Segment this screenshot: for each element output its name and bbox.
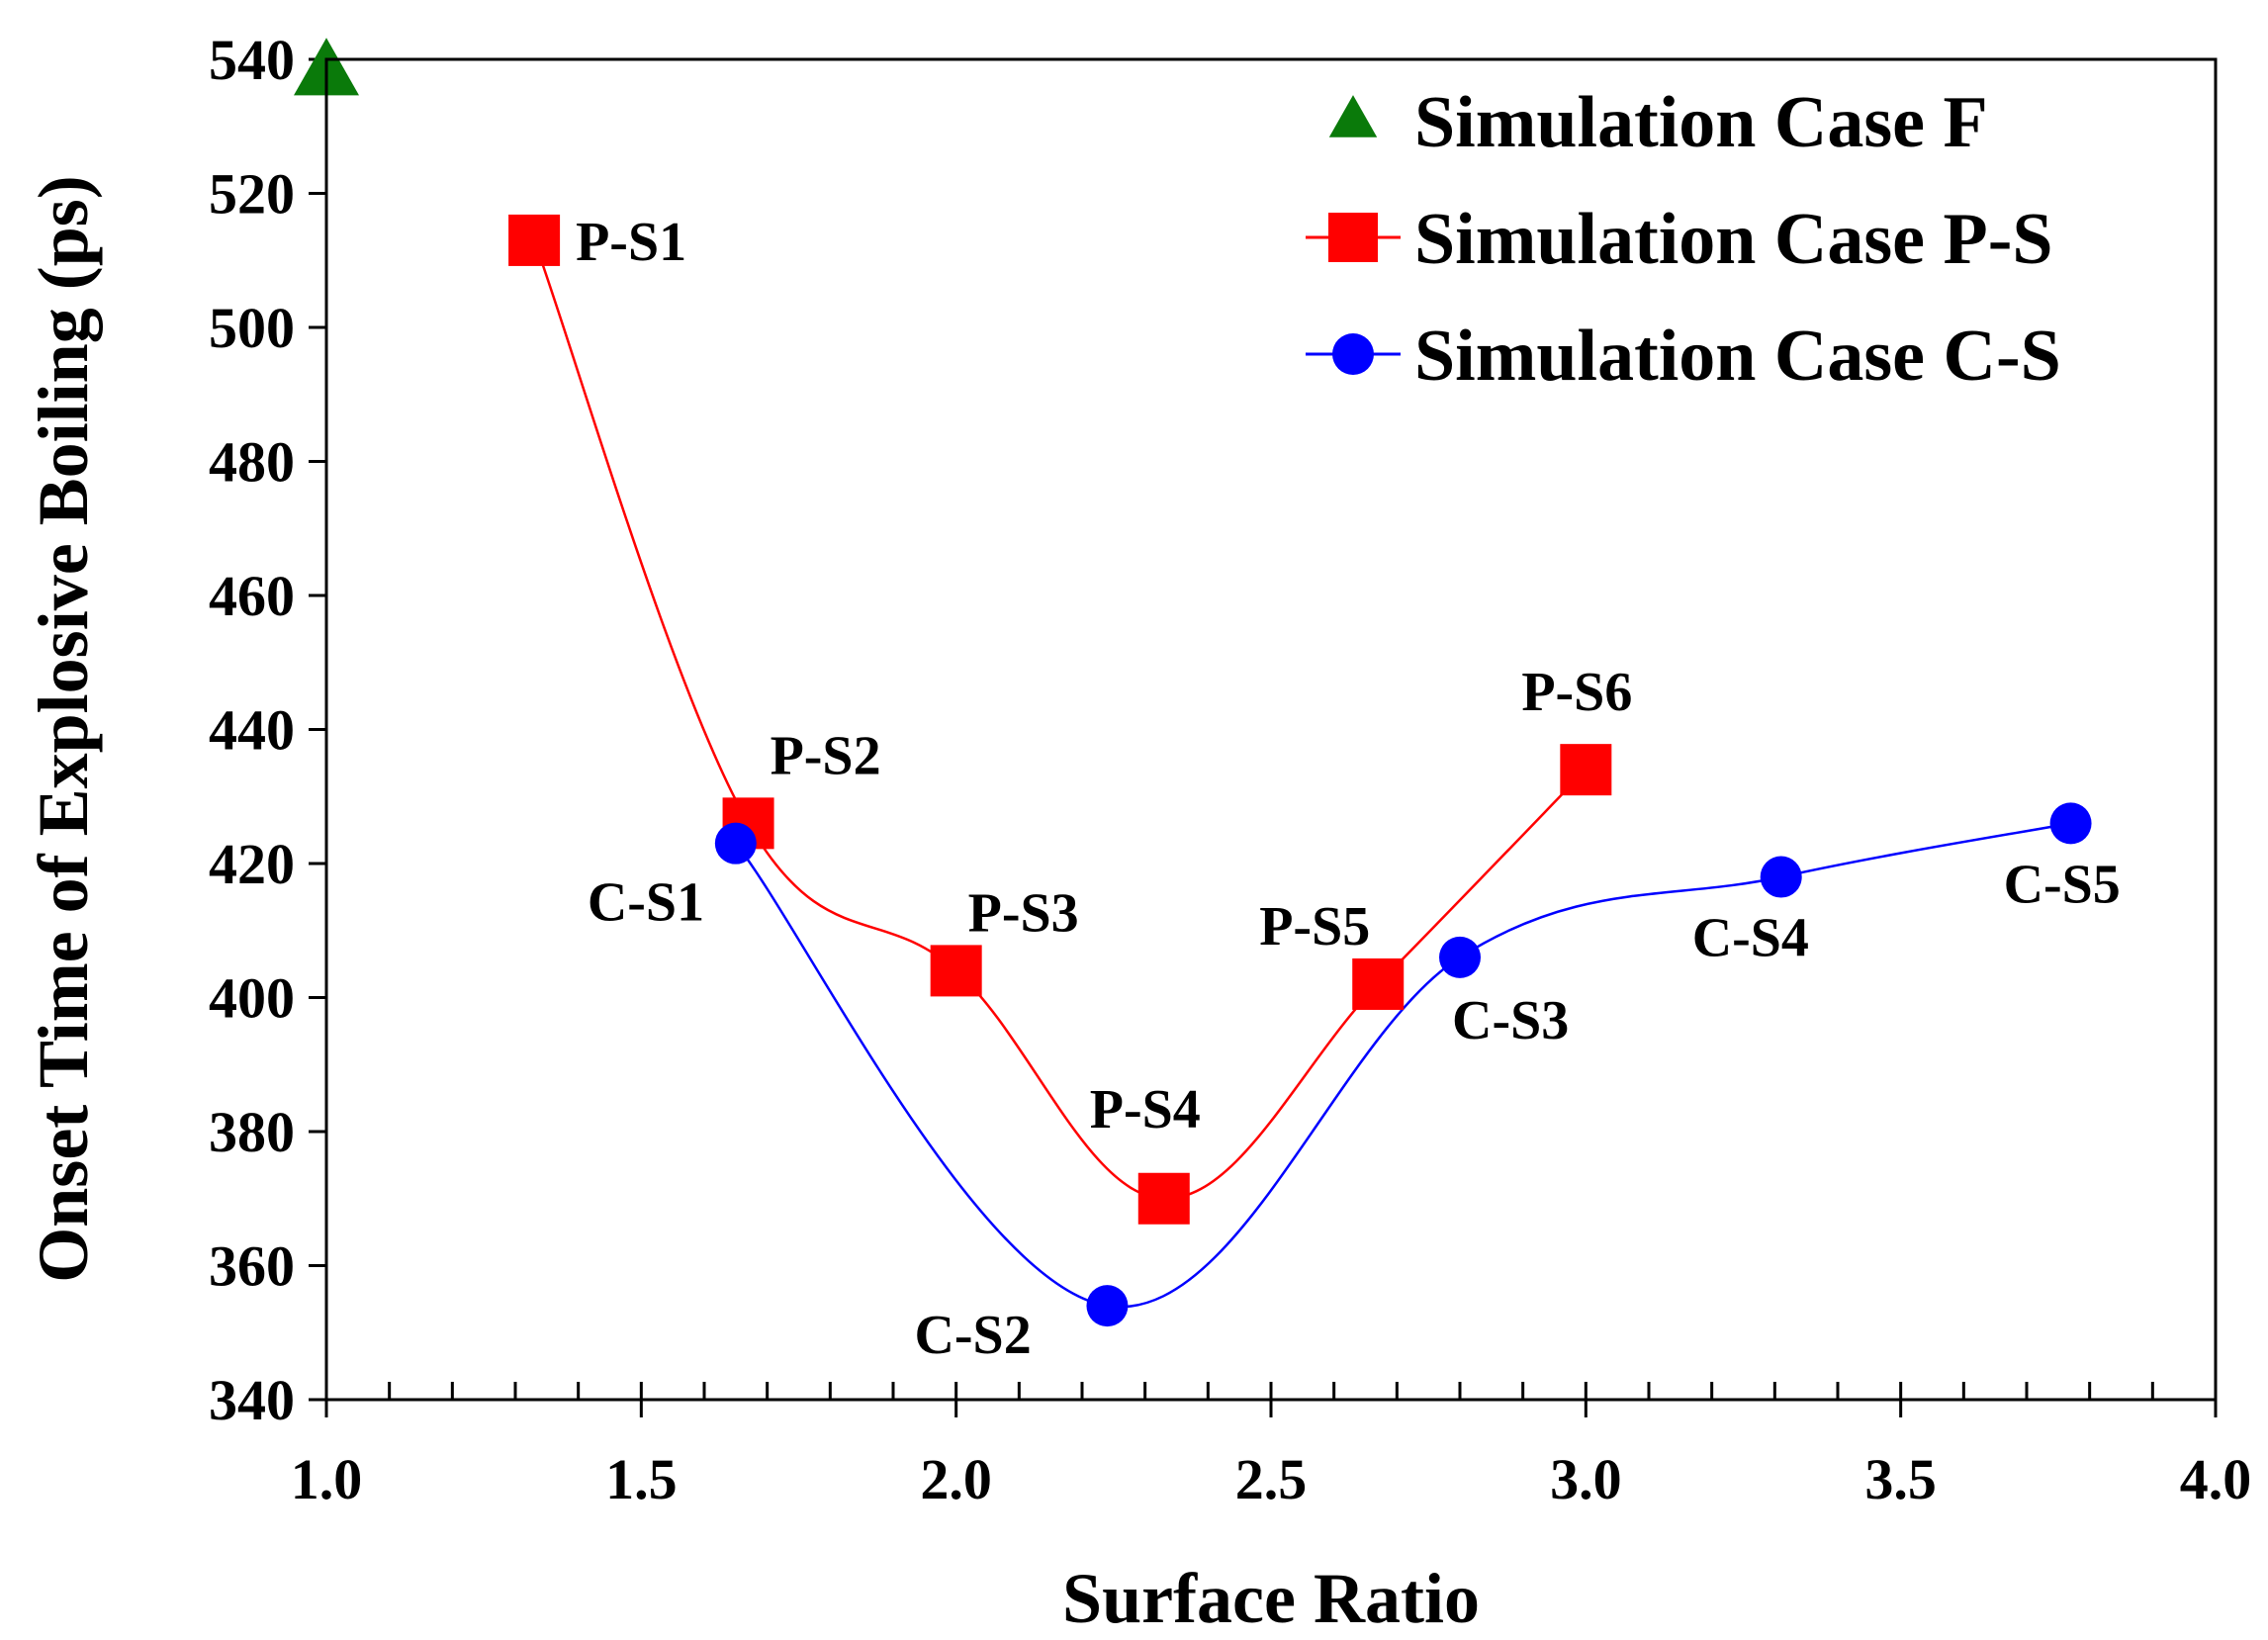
x-tick-label: 2.5 xyxy=(1235,1447,1308,1511)
y-tick-label: 400 xyxy=(209,966,295,1031)
point-label: C-S4 xyxy=(1692,908,1809,969)
legend-label: Simulation Case F xyxy=(1414,82,1988,163)
point-label: P-S6 xyxy=(1521,662,1632,723)
y-tick-label: 440 xyxy=(209,698,295,763)
plot-area-frame xyxy=(324,57,2218,1402)
data-point-square xyxy=(1560,744,1612,796)
point-labels: P-S1 P-S2 P-S3 P-S4 P-S5 P-S6 C-S1 C-S2 C-S3 C-S4… xyxy=(576,212,2121,1366)
data-point-square xyxy=(1137,1172,1190,1225)
data-point-square xyxy=(1352,957,1405,1010)
point-label: P-S1 xyxy=(576,212,686,273)
y-tick-label: 380 xyxy=(209,1100,295,1164)
legend: Simulation Case F Simulation Case P-S Simu… xyxy=(1306,82,2061,397)
legend-marker-circle xyxy=(1332,333,1374,375)
point-label: C-S5 xyxy=(2004,854,2121,915)
y-tick-label: 500 xyxy=(209,296,295,360)
y-tick-label: 340 xyxy=(209,1368,295,1432)
y-tick-label: 520 xyxy=(209,162,295,227)
point-label: P-S2 xyxy=(771,725,881,786)
data-point-square xyxy=(508,214,561,266)
minor-ticks xyxy=(324,1382,2218,1400)
point-label: C-S1 xyxy=(588,872,704,934)
y-tick-label: 480 xyxy=(209,430,295,495)
y-tick-label: 420 xyxy=(209,832,295,896)
data-point-square xyxy=(930,945,982,997)
x-axis-title: Surface Ratio xyxy=(1062,1559,1480,1638)
legend-label: Simulation Case C-S xyxy=(1414,316,2061,397)
y-tick-label: 540 xyxy=(209,28,295,92)
series-lines xyxy=(532,239,2071,1309)
point-label: P-S5 xyxy=(1259,896,1370,957)
x-tick-label: 2.0 xyxy=(920,1447,992,1511)
data-point-circle xyxy=(1760,856,1802,898)
point-label: C-S2 xyxy=(914,1305,1031,1366)
y-tick-label: 360 xyxy=(209,1234,295,1299)
x-tick-label: 3.5 xyxy=(1864,1447,1937,1511)
legend-label: Simulation Case P-S xyxy=(1414,199,2053,280)
data-point-circle xyxy=(1086,1285,1129,1327)
x-tick-label: 1.5 xyxy=(605,1447,678,1511)
point-label: P-S4 xyxy=(1090,1079,1201,1140)
data-point-circle xyxy=(1439,936,1481,978)
legend-marker-triangle xyxy=(1328,95,1378,137)
legend-marker-square xyxy=(1328,213,1378,262)
series-line-circle xyxy=(734,822,2071,1309)
major-ticks xyxy=(309,57,2218,1417)
markers xyxy=(294,38,2092,1327)
data-point-circle xyxy=(2049,802,2092,845)
data-point-circle xyxy=(714,822,757,865)
point-label: P-S3 xyxy=(968,882,1079,944)
x-tick-label: 1.0 xyxy=(291,1447,363,1511)
y-tick-label: 460 xyxy=(209,564,295,628)
y-axis-title: Onset Time of Explosive Boiling (ps) xyxy=(24,175,103,1282)
point-label: C-S3 xyxy=(1452,990,1569,1051)
x-tick-label: 3.0 xyxy=(1550,1447,1622,1511)
tick-labels: 1.0 1.5 2.0 2.5 3.0 3.5 4.0 340 360 380 400 420 440 4… xyxy=(209,28,2251,1511)
x-tick-label: 4.0 xyxy=(2180,1447,2252,1511)
